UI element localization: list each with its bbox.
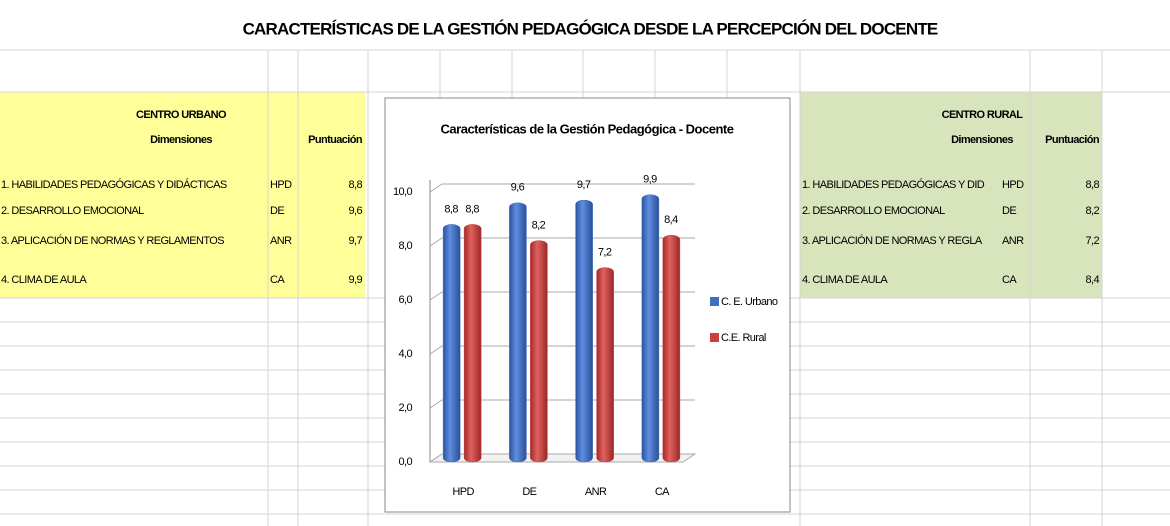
legend-label: C. E. Urbano [721, 296, 778, 308]
y-tick-label: 2,0 [399, 402, 413, 414]
y-tick-label: 6,0 [399, 294, 413, 306]
column-header: Dimensiones [150, 134, 212, 146]
bar [530, 240, 548, 463]
data-label: 7,2 [598, 247, 612, 259]
bar [662, 234, 681, 463]
bar [575, 199, 593, 463]
bar [509, 202, 527, 463]
bar [463, 224, 482, 463]
data-label: 8,4 [664, 214, 678, 226]
bar [641, 194, 660, 463]
x-tick-label: CA [655, 486, 670, 498]
dimension: 1. HABILIDADES PEDAGÓGICAS Y DID [802, 178, 985, 191]
grid-line [429, 237, 695, 247]
y-tick-label: 4,0 [399, 348, 413, 360]
score: 8,8 [1086, 179, 1100, 191]
score: 9,7 [349, 235, 363, 247]
dimension: 3. APLICACIÓN DE NORMAS Y REGLAMENTOS [1, 234, 224, 247]
dimension: 4. CLIMA DE AULA [802, 274, 888, 286]
data-label: 9,9 [643, 174, 657, 186]
floor [428, 453, 697, 463]
score: 8,2 [1086, 205, 1100, 217]
legend-label: C.E. Rural [721, 332, 766, 344]
data-label: 9,7 [577, 179, 591, 191]
grid-line [429, 183, 695, 193]
code: HPD [1002, 179, 1024, 191]
dimension: 2. DESARROLLO EMOCIONAL [802, 205, 945, 217]
x-tick-label: ANR [585, 486, 607, 498]
code: ANR [270, 235, 292, 247]
data-label: 9,6 [511, 182, 525, 194]
urban-fill [0, 92, 365, 298]
x-tick-label: DE [522, 486, 536, 498]
bar [596, 267, 614, 463]
data-label: 8,8 [465, 203, 479, 215]
chart-title: Características de la Gestión Pedagógica… [441, 121, 734, 136]
legend-swatch [710, 297, 719, 306]
score: 8,4 [1086, 274, 1100, 286]
sheet-title: CARACTERÍSTICAS DE LA GESTIÓN PEDAGÓGICA… [243, 19, 938, 38]
score: 7,2 [1086, 235, 1100, 247]
code: DE [270, 205, 284, 217]
dimension: 3. APLICACIÓN DE NORMAS Y REGLA [802, 234, 983, 247]
code: ANR [1002, 235, 1024, 247]
code: HPD [270, 179, 292, 191]
x-tick-label: HPD [452, 486, 474, 498]
code: CA [1002, 274, 1017, 286]
dimension: 4. CLIMA DE AULA [1, 274, 87, 286]
column-header: Puntuación [308, 134, 363, 146]
bar [442, 224, 461, 463]
legend-swatch [710, 333, 719, 342]
score: 8,8 [349, 179, 363, 191]
data-label: 8,2 [532, 220, 546, 232]
table-heading: CENTRO URBANO [136, 109, 227, 121]
rural-fill [800, 92, 1102, 298]
score: 9,6 [349, 205, 363, 217]
y-tick-label: 10,0 [393, 186, 412, 198]
column-header: Puntuación [1045, 134, 1100, 146]
code: CA [270, 274, 285, 286]
code: DE [1002, 205, 1016, 217]
column-header: Dimensiones [951, 134, 1013, 146]
table-heading: CENTRO RURAL [942, 109, 1024, 121]
data-label: 8,8 [444, 203, 458, 215]
y-tick-label: 8,0 [399, 240, 413, 252]
score: 9,9 [349, 274, 363, 286]
dimension: 1. HABILIDADES PEDAGÓGICAS Y DIDÁCTICAS [1, 178, 227, 191]
dimension: 2. DESARROLLO EMOCIONAL [1, 205, 144, 217]
y-tick-label: 0,0 [399, 456, 413, 468]
